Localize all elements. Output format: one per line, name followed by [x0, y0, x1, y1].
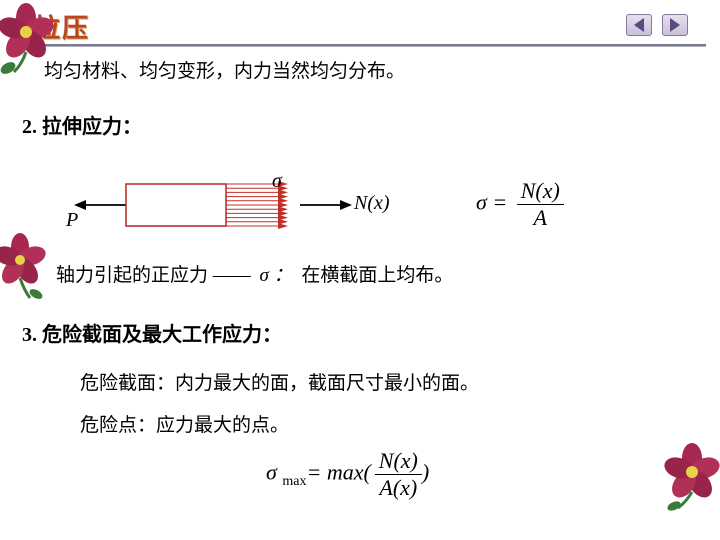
label-P: P — [66, 209, 78, 232]
formula-close: ) — [422, 460, 429, 485]
title-underline — [34, 44, 706, 47]
fraction: N(x)A — [517, 178, 564, 231]
chevron-right-icon — [670, 18, 680, 32]
flower-decoration — [656, 440, 720, 518]
diagram-svg — [72, 174, 372, 236]
chevron-left-icon — [634, 18, 644, 32]
fraction-den: A(x) — [375, 475, 422, 501]
page-title: 拉压 — [34, 14, 90, 43]
formula-sigma2: σ — [266, 460, 282, 485]
title-bar: 拉压 — [34, 8, 706, 44]
formula-sub: max — [282, 474, 306, 489]
flower-icon — [0, 232, 56, 306]
axial-sigma: σ ： — [260, 265, 293, 286]
text-line: 危险点：应力最大的点。 — [80, 410, 289, 437]
axial-text-2: 在横截面上均布。 — [301, 265, 453, 286]
formula-max: σ max= max(N(x)A(x)) — [266, 448, 429, 501]
formula-eq: = — [487, 190, 513, 215]
nav-prev-button[interactable] — [626, 14, 652, 36]
nav-buttons — [626, 14, 688, 36]
axial-text-1: 轴力引起的正应力 —— — [56, 265, 251, 286]
fraction-den: A — [517, 205, 564, 231]
formula-eq2: = max( — [306, 460, 370, 485]
label-Nx: N(x) — [354, 192, 390, 215]
label-sigma: σ — [272, 170, 282, 193]
axial-note: 轴力引起的正应力 —— σ ： 在横截面上均布。 — [56, 260, 453, 287]
fraction-num: N(x) — [375, 448, 422, 475]
text-line: 均匀材料、均匀变形，内力当然均匀分布。 — [44, 56, 405, 83]
formula-sigma-lhs: σ — [476, 190, 487, 215]
text-line: 危险截面：内力最大的面，截面尺寸最小的面。 — [80, 368, 479, 395]
formula-sigma: σ = N(x)A — [476, 178, 564, 231]
stress-diagram: P σ N(x) — [72, 174, 372, 236]
section-heading: 3. 危险截面及最大工作应力： — [22, 318, 282, 347]
section-heading: 2. 拉伸应力： — [22, 110, 142, 139]
nav-next-button[interactable] — [662, 14, 688, 36]
fraction: N(x)A(x) — [375, 448, 422, 501]
flower-decoration — [0, 232, 56, 306]
fraction-num: N(x) — [517, 178, 564, 205]
flower-icon — [656, 440, 720, 518]
